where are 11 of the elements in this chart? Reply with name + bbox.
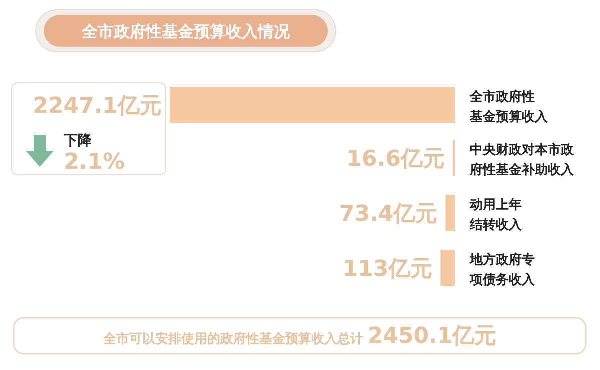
- y-tick-label: 地方政府专项债务收入: [469, 252, 536, 288]
- data-label: 73.4亿元: [339, 202, 438, 227]
- data-label: 16.6亿元: [346, 147, 445, 172]
- y-tick-label: 动用上年结转收入: [469, 198, 523, 233]
- data-label: 2247.1亿元: [33, 94, 162, 119]
- y-tick-label: 全市政府性基金预算收入: [469, 89, 549, 125]
- data-label: 113亿元: [342, 257, 433, 282]
- y-tick-label: 中央财政对本市政府性基金补助收入: [469, 142, 575, 178]
- chart-title: 全市政府性基金预算收入情况: [81, 22, 291, 41]
- text: 下降 2.1%: [63, 133, 126, 175]
- text: 全市可以安排使用的政府性基金预算收入总计 2450.1亿元: [102, 324, 497, 349]
